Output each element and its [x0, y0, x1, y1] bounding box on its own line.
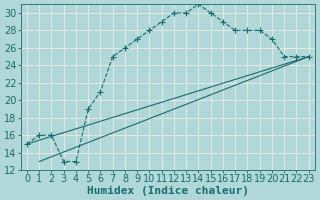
X-axis label: Humidex (Indice chaleur): Humidex (Indice chaleur) — [87, 186, 249, 196]
